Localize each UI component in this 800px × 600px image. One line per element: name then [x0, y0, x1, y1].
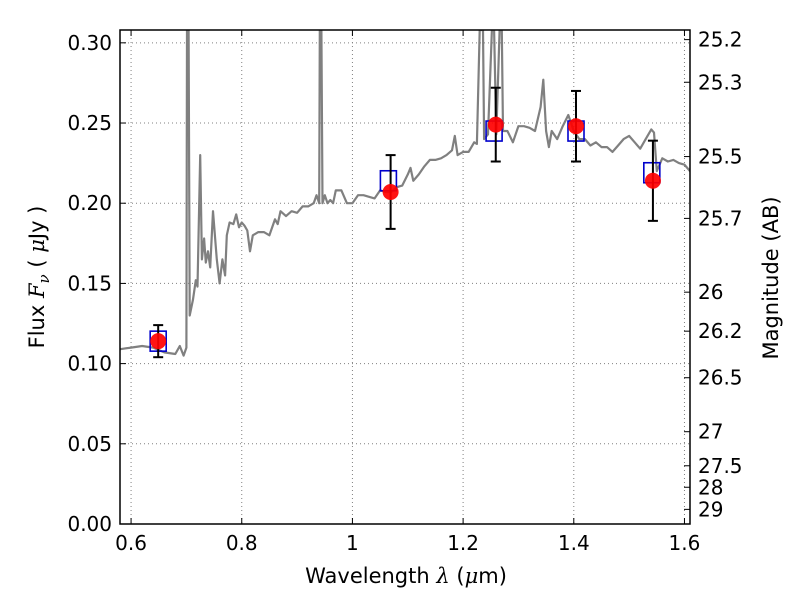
y-tick-label: 0.10	[67, 352, 112, 376]
axes-frame	[119, 29, 691, 525]
magnitude-tick-label: 26.2	[698, 319, 743, 343]
y-tick-label: 0.30	[67, 31, 112, 55]
x-tick-label: 1.6	[669, 531, 701, 555]
grid	[120, 30, 690, 525]
y-tick-label: 0.15	[67, 271, 112, 295]
x-tick-label: 1	[346, 531, 359, 555]
x-tick-label: 0.8	[226, 531, 258, 555]
y-tick-label: 0.25	[67, 111, 112, 135]
magnitude-tick-label: 29	[698, 497, 723, 521]
observed-flux-point	[150, 333, 167, 350]
y-tick-label: 0.00	[67, 512, 112, 536]
observed-flux-point	[644, 172, 661, 189]
magnitude-tick-label: 25.2	[698, 28, 743, 52]
x-tick-label: 0.6	[115, 531, 147, 555]
magnitude-axis-label: Magnitude (AB)	[759, 196, 783, 359]
observed-flux-point	[487, 116, 504, 133]
magnitude-tick-label: 28	[698, 475, 723, 499]
model-spectrum-line	[120, 30, 690, 357]
magnitude-tick-label: 25.3	[698, 70, 743, 94]
observed-flux-point	[568, 118, 584, 135]
magnitude-tick-label: 27.5	[698, 454, 743, 478]
magnitude-tick-label: 25.5	[698, 145, 743, 169]
ticks: 0.6 0.8 1 1.2 1.4 1.6 0.00 0.05 0.10 0.15 0.20 0.25…	[67, 28, 742, 555]
x-tick-label: 1.4	[558, 531, 590, 555]
observed-flux-point	[382, 183, 399, 200]
y-tick-label: 0.20	[67, 191, 112, 215]
magnitude-tick-label: 26.5	[698, 366, 743, 390]
x-tick-label: 1.2	[447, 531, 479, 555]
magnitude-tick-label: 25.7	[698, 206, 743, 230]
magnitude-tick-label: 27	[698, 420, 723, 444]
y-tick-label: 0.05	[67, 432, 112, 456]
y-axis-label: Flux Fν ( μJy )	[25, 206, 53, 349]
plot-area	[120, 30, 690, 359]
x-axis-label: Wavelength λ (μm)	[305, 564, 507, 588]
magnitude-tick-label: 26	[698, 280, 723, 304]
